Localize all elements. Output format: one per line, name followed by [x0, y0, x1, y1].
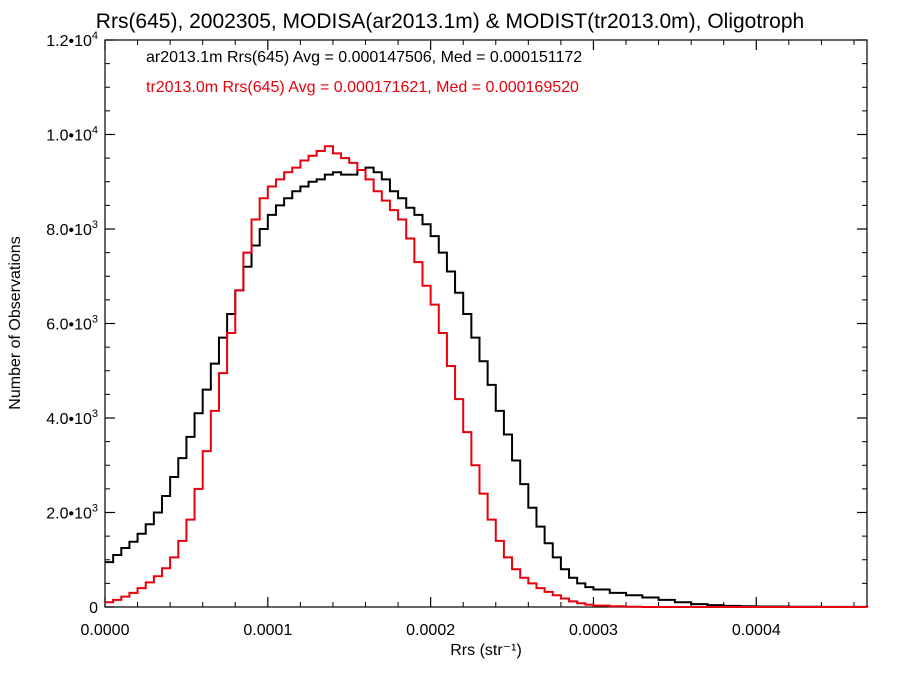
y-tick-label: 1.2•104	[46, 30, 98, 50]
y-axis-label: Number of Observations	[7, 236, 24, 409]
y-tick-exponent: 4	[92, 125, 98, 137]
y-tick-mantissa: 1.2•10	[46, 33, 92, 50]
y-tick-exponent: 3	[92, 314, 98, 326]
y-tick-label: 4.0•103	[46, 408, 98, 428]
y-tick-exponent: 3	[92, 503, 98, 515]
y-tick-label: 2.0•103	[46, 503, 98, 523]
y-tick-mantissa: 1.0•10	[46, 128, 92, 145]
x-tick-label: 0.0004	[732, 622, 781, 639]
x-axis: 0.0000 0.0001 0.0002 0.0003 0.0004	[81, 40, 855, 639]
y-tick-exponent: 4	[92, 30, 98, 42]
series-layer	[105, 145, 868, 608]
legend-entry-1: ar2013.1m Rrs(645) Avg = 0.000147506, Me…	[146, 49, 582, 66]
legend-entry-2: tr2013.0m Rrs(645) Avg = 0.000171621, Me…	[146, 79, 579, 96]
histogram-series-1	[105, 166, 868, 608]
y-tick-label: 8.0•103	[46, 219, 98, 239]
y-tick-mantissa: 6.0•10	[46, 317, 92, 334]
x-tick-label: 0.0002	[406, 622, 455, 639]
x-tick-label: 0.0000	[81, 622, 130, 639]
y-tick-exponent: 3	[92, 219, 98, 231]
y-tick-label: 0	[89, 600, 98, 617]
histogram-series-2	[105, 145, 867, 608]
x-axis-label: Rrs (str⁻¹)	[450, 642, 522, 659]
y-tick-exponent: 3	[92, 408, 98, 420]
plot-frame	[104, 39, 868, 608]
x-tick-label: 0.0001	[243, 622, 292, 639]
y-tick-mantissa: 4.0•10	[46, 411, 92, 428]
y-tick-mantissa: 2.0•10	[46, 506, 92, 523]
y-tick-label: 1.0•104	[46, 125, 98, 145]
chart-title: Rrs(645), 2002305, MODISA(ar2013.1m) & M…	[96, 10, 804, 33]
x-tick-label: 0.0003	[569, 622, 618, 639]
y-tick-mantissa: 0	[89, 600, 98, 617]
y-tick-label: 6.0•103	[46, 314, 98, 334]
y-tick-mantissa: 8.0•10	[46, 222, 92, 239]
y-axis: 02.0•1034.0•1036.0•1038.0•1031.0•1041.2•…	[46, 30, 867, 617]
